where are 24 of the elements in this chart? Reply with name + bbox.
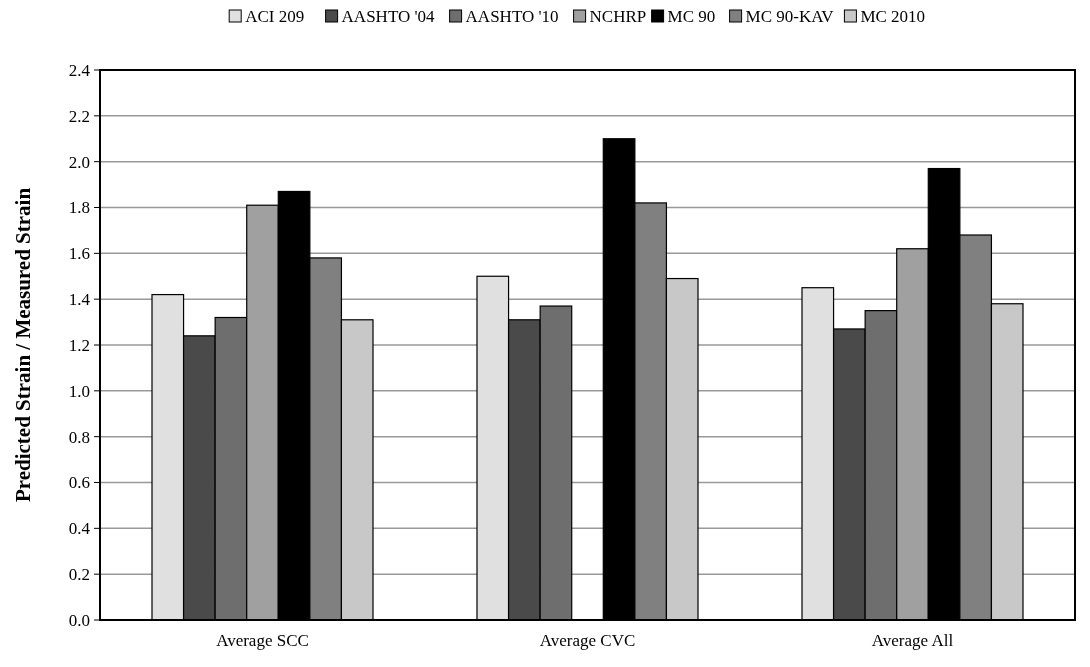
y-tick-label: 2.2 bbox=[68, 106, 90, 126]
legend-label: AASHTO '04 bbox=[341, 7, 436, 26]
x-tick-label: Average SCC bbox=[216, 631, 309, 650]
y-axis-title: Predicted Strain / Measured Strain bbox=[11, 187, 35, 503]
y-tick-label: 2.4 bbox=[68, 60, 91, 80]
legend-label: AASHTO '10 bbox=[465, 7, 559, 26]
legend-label: NCHRP bbox=[589, 7, 647, 26]
x-tick-label: Average All bbox=[871, 631, 954, 650]
y-tick-label: 0.8 bbox=[68, 427, 90, 447]
y-tick-label: 1.0 bbox=[68, 381, 90, 401]
y-tick-label: 0.0 bbox=[68, 610, 90, 630]
legend-label: MC 90 bbox=[667, 7, 716, 26]
x-tick-label: Average CVC bbox=[539, 631, 636, 650]
y-tick-label: 1.4 bbox=[68, 290, 91, 310]
y-tick-label: 1.8 bbox=[68, 198, 90, 218]
legend-label: MC 2010 bbox=[860, 7, 926, 26]
y-tick-label: 0.4 bbox=[68, 519, 91, 539]
legend-label: MC 90-KAV bbox=[745, 7, 835, 26]
y-tick-label: 1.2 bbox=[68, 335, 90, 355]
y-tick-label: 0.6 bbox=[68, 473, 90, 493]
y-tick-label: 0.2 bbox=[68, 565, 90, 585]
y-tick-label: 2.0 bbox=[68, 152, 90, 172]
legend-label: ACI 209 bbox=[245, 7, 305, 26]
y-tick-label: 1.6 bbox=[68, 244, 90, 264]
